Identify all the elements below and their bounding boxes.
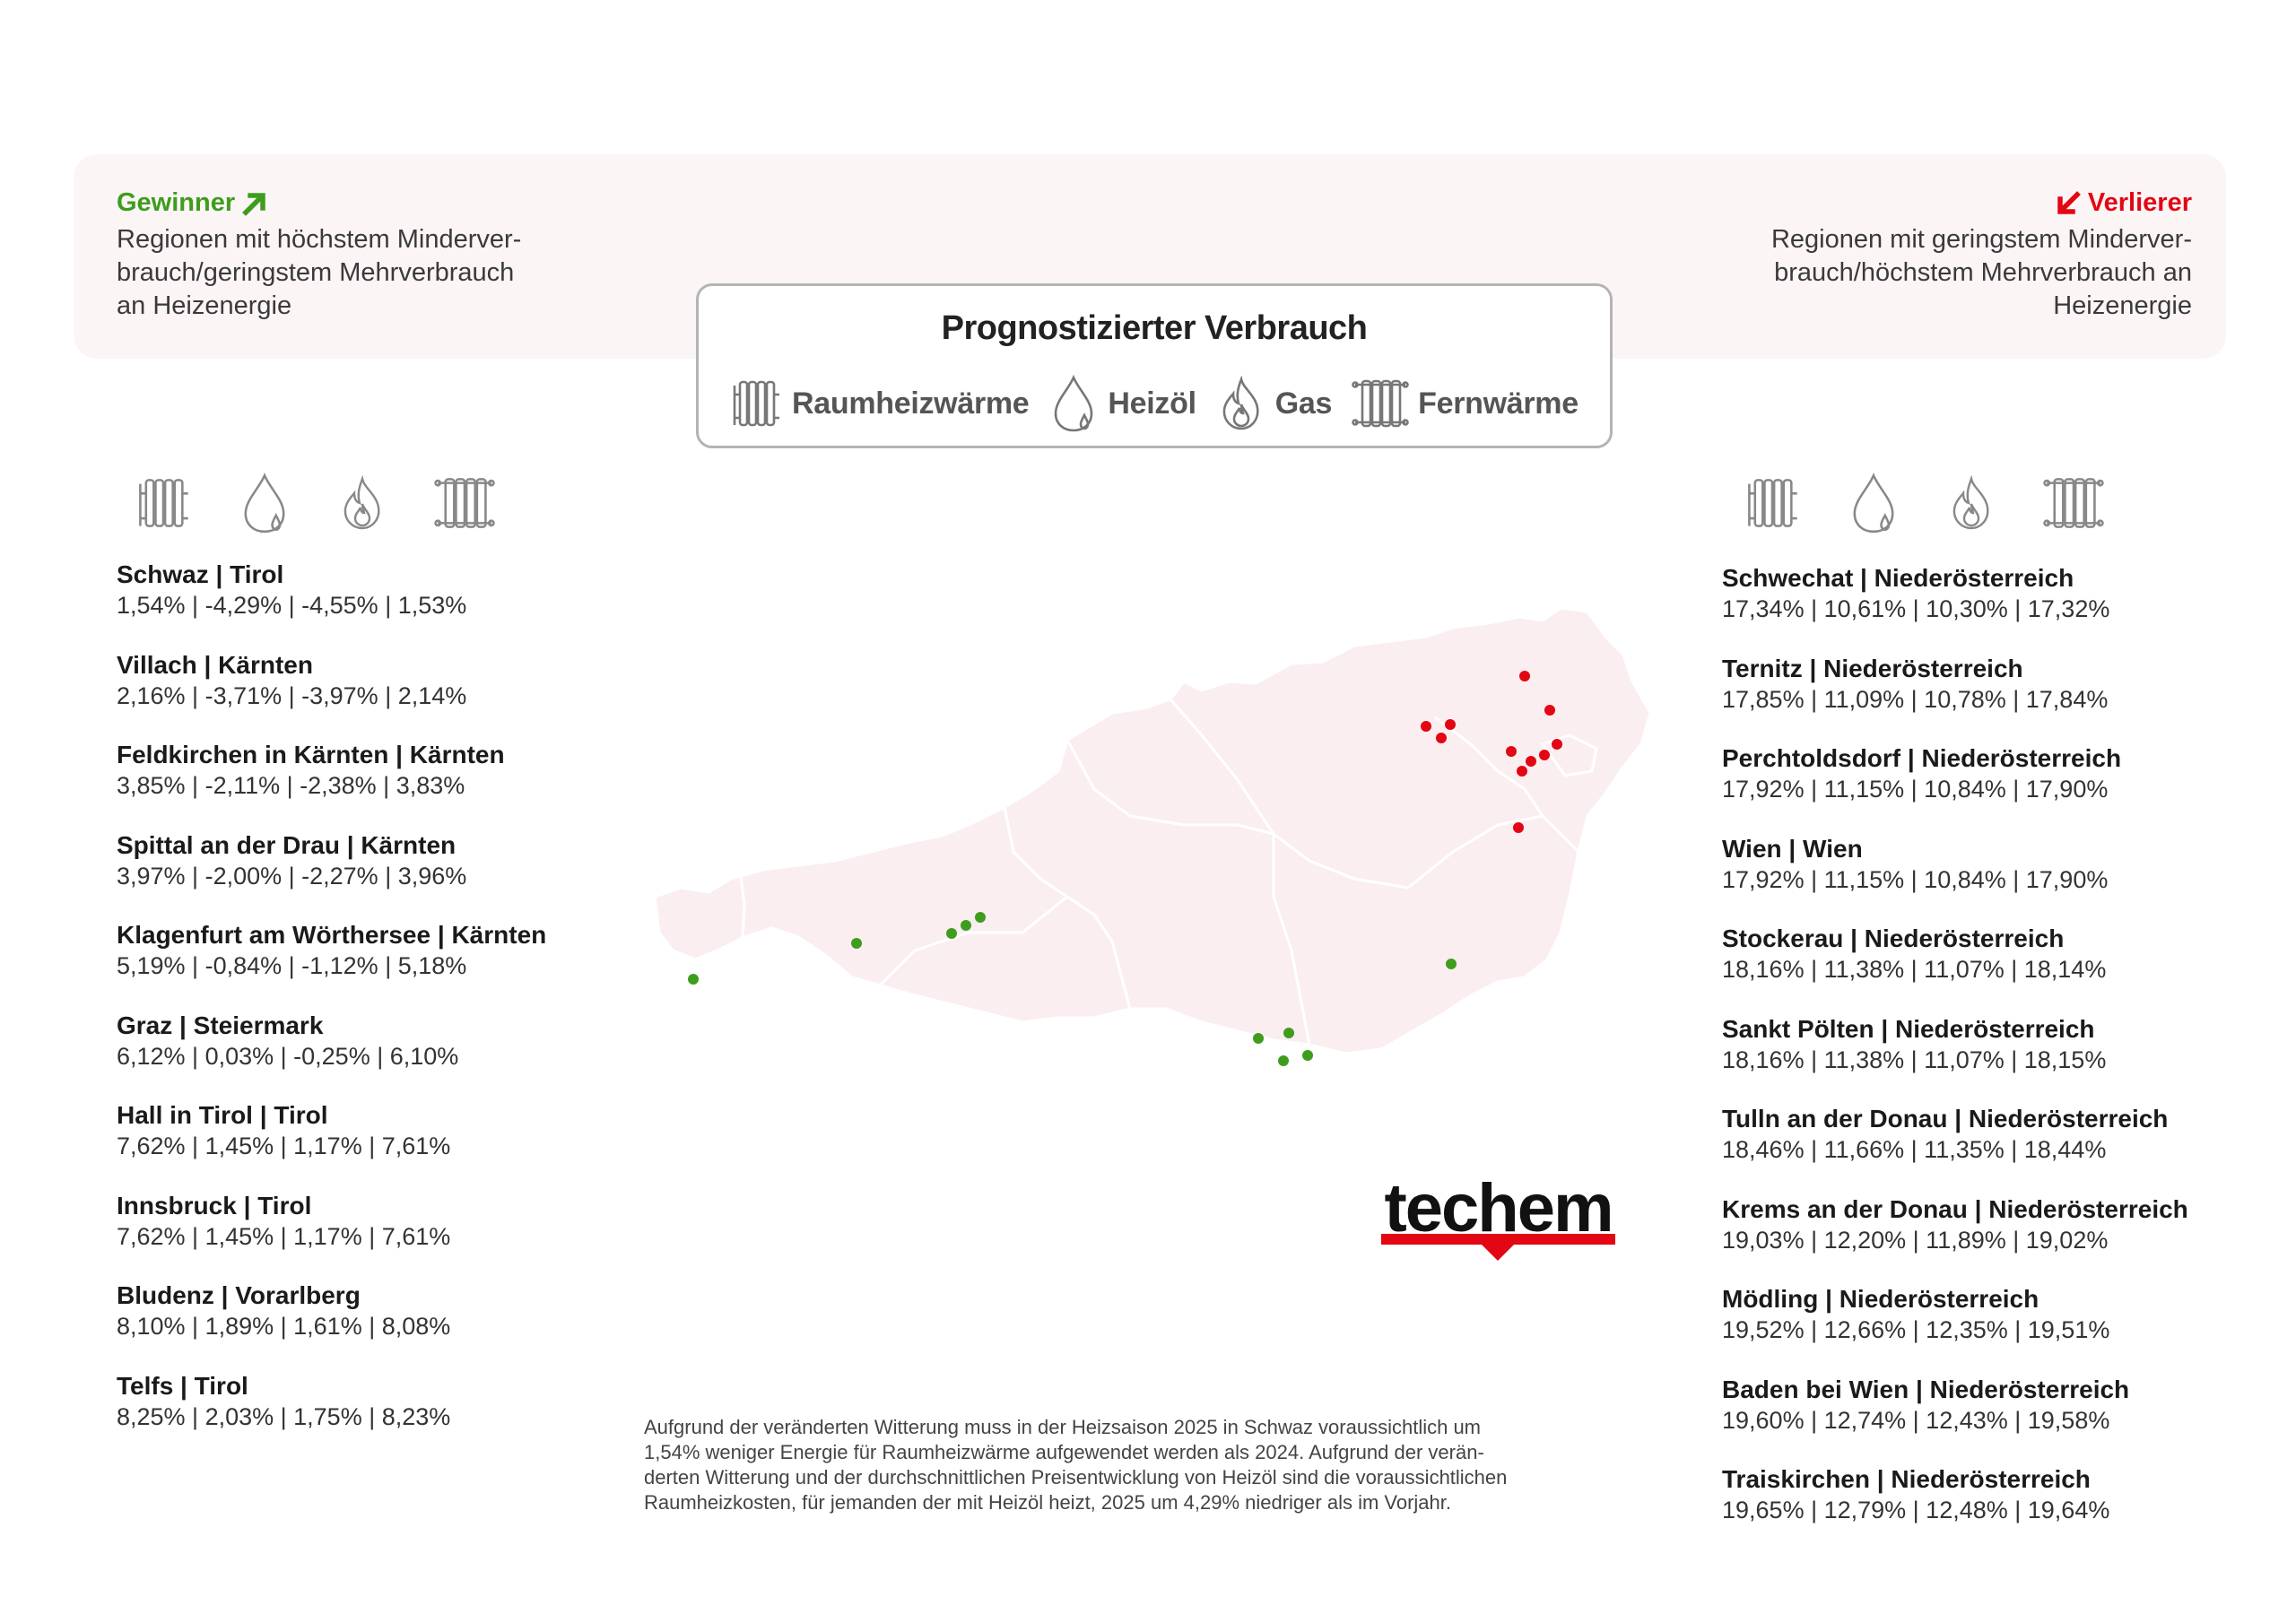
list-item: Traiskirchen | Niederösterreich 19,65% | … — [1722, 1465, 2110, 1523]
map-marker — [1283, 1028, 1294, 1038]
legend-items: Raumheizwärme Heizöl Gas — [729, 374, 1598, 433]
arrow-up-right-icon — [242, 192, 265, 216]
district-heating-icon — [434, 478, 495, 528]
list-item: Feldkirchen in Kärnten | Kärnten 3,85% | … — [117, 741, 505, 799]
map-marker — [1513, 822, 1524, 833]
district-heating-icon — [2043, 478, 2104, 528]
legend-box: Prognostizierter Verbrauch Raumheizwärme… — [696, 283, 1613, 448]
oil-drop-icon — [1853, 473, 1894, 534]
list-item: Schwaz | Tirol 1,54% | -4,29% | -4,55% | … — [117, 560, 467, 619]
list-item: Perchtoldsdorf | Niederösterreich 17,92% … — [1722, 744, 2122, 803]
map-marker — [1446, 959, 1457, 969]
map-marker — [851, 938, 862, 949]
gas-flame-icon — [344, 474, 380, 530]
map-marker — [1436, 733, 1447, 743]
district-heating-icon — [1352, 379, 1409, 428]
gas-flame-icon — [1222, 376, 1259, 430]
logo-swoosh — [1381, 1234, 1615, 1261]
losers-icon-row — [1744, 472, 2151, 534]
list-item: Hall in Tirol | Tirol 7,62% | 1,45% | 1,1… — [117, 1101, 451, 1159]
gas-flame-icon — [1952, 474, 1989, 530]
legend-title: Prognostizierter Verbrauch — [941, 309, 1368, 347]
map-marker — [1539, 750, 1550, 760]
map-marker — [1526, 756, 1536, 767]
map-marker — [1517, 766, 1527, 777]
legend-item-heizoel: Heizöl — [1048, 374, 1196, 433]
map-marker — [975, 912, 986, 923]
list-item: Schwechat | Niederösterreich 17,34% | 10,… — [1722, 564, 2110, 622]
map-marker — [1421, 721, 1431, 732]
legend-item-fernwaerme: Fernwärme — [1352, 376, 1578, 431]
map-marker — [1506, 746, 1517, 757]
list-item: Sankt Pölten | Niederösterreich 18,16% | … — [1722, 1014, 2107, 1073]
loser-markers — [1421, 671, 1562, 833]
map-marker — [1278, 1055, 1289, 1066]
radiator-icon — [1748, 479, 1797, 527]
techem-logo: techem — [1379, 1170, 1617, 1264]
winners-description: Regionen mit höchstem Minderver- brauch/… — [117, 225, 522, 320]
losers-title: Verlierer — [1690, 188, 2192, 218]
map-marker — [1544, 705, 1555, 716]
footnote: Aufgrund der veränderten Witterung muss … — [644, 1416, 1508, 1514]
legend-item-gas: Gas — [1216, 376, 1332, 431]
oil-drop-icon — [1055, 374, 1093, 432]
losers-header: Verlierer Regionen mit geringstem Minder… — [1690, 188, 2192, 323]
list-item: Tulln an der Donau | Niederösterreich 18,… — [1722, 1105, 2169, 1163]
logo-text: techem — [1384, 1170, 1613, 1246]
map-marker — [1445, 719, 1456, 730]
list-item: Spittal an der Drau | Kärnten 3,97% | -2,… — [117, 830, 467, 890]
state-borders — [738, 699, 1598, 1046]
winners-header: Gewinner Regionen mit höchstem Minderver… — [117, 188, 619, 323]
list-item: Telfs | Tirol 8,25% | 2,03% | 1,75% | 8,2… — [117, 1371, 451, 1430]
legend-item-raumheizwaerme: Raumheizwärme — [729, 377, 1030, 430]
map-marker — [1302, 1050, 1313, 1061]
winner-markers — [688, 912, 1457, 1066]
list-item: Villach | Kärnten 2,16% | -3,71% | -3,97%… — [117, 650, 467, 709]
list-item: Bludenz | Vorarlberg 8,10% | 1,89% | 1,61… — [117, 1281, 451, 1340]
list-item: Klagenfurt am Wörthersee | Kärnten 5,19% … — [117, 921, 547, 979]
arrow-down-left-icon — [2057, 190, 2081, 214]
winners-title: Gewinner — [117, 188, 619, 218]
list-item: Stockerau | Niederösterreich 18,16% | 11,… — [1722, 924, 2107, 983]
radiator-icon — [139, 479, 188, 527]
list-item: Wien | Wien 17,92% | 11,15% | 10,84% | 17… — [1722, 834, 2109, 893]
map-marker — [688, 974, 699, 985]
map-marker — [1519, 671, 1530, 681]
radiator-icon — [733, 380, 779, 427]
list-item: Mödling | Niederösterreich 19,52% | 12,66… — [1722, 1285, 2110, 1343]
list-item: Innsbruck | Tirol 7,62% | 1,45% | 1,17% |… — [117, 1191, 451, 1250]
winners-icon-row — [135, 472, 542, 534]
losers-description: Regionen mit geringstem Minderver- brauc… — [1770, 225, 2192, 320]
map-marker — [961, 920, 971, 931]
losers-list: Schwechat | Niederösterreich 17,34% | 10,… — [1722, 563, 2188, 1555]
map-marker — [1253, 1033, 1264, 1044]
list-item: Graz | Steiermark 6,12% | 0,03% | -0,25% … — [117, 1011, 459, 1070]
list-item: Krems an der Donau | Niederösterreich 19,… — [1722, 1194, 2188, 1254]
austria-outline — [653, 606, 1652, 1055]
list-item: Baden bei Wien | Niederösterreich 19,60% … — [1722, 1375, 2130, 1434]
winners-list: Schwaz | Tirol 1,54% | -4,29% | -4,55% | … — [117, 560, 546, 1461]
list-item: Ternitz | Niederösterreich 17,85% | 11,09… — [1722, 654, 2109, 713]
austria-map — [653, 606, 1652, 1066]
map-marker — [946, 928, 957, 939]
oil-drop-icon — [244, 473, 285, 534]
map-marker — [1552, 739, 1562, 750]
